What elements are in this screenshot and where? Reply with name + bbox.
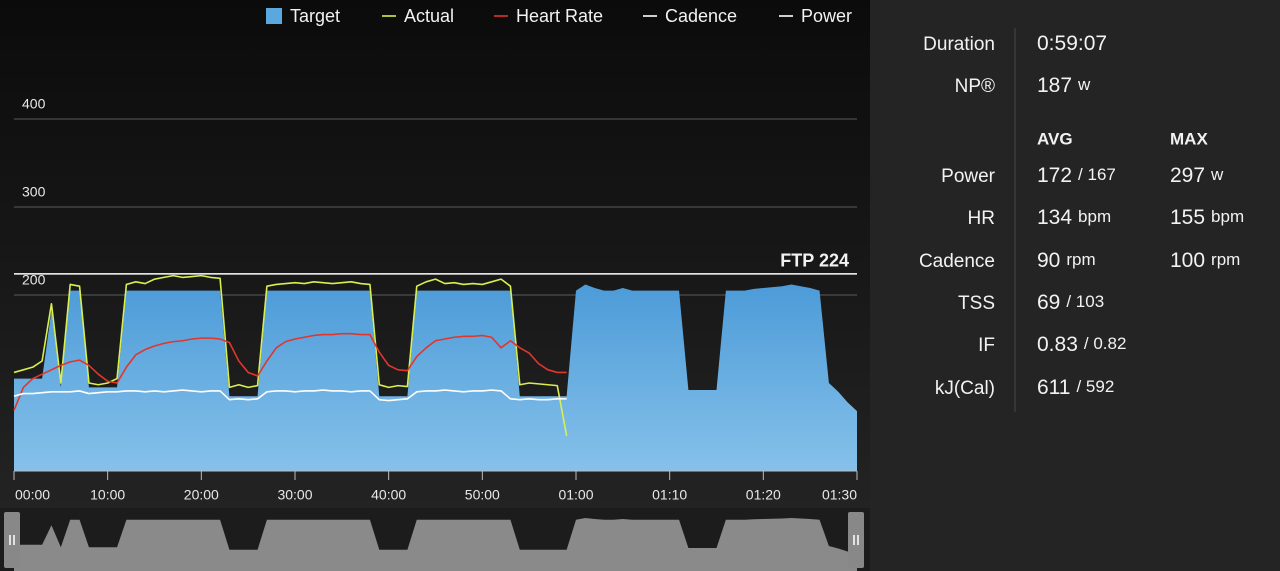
stat-number: 0:59:07 (1037, 32, 1107, 55)
y-tick-label: 400 (22, 96, 46, 112)
stat-value: 134 bpm (1037, 206, 1111, 229)
stat-value: 69 / 103 (1037, 291, 1104, 314)
stat-label: kJ(Cal) (935, 378, 995, 399)
stat-value: 155 bpm (1170, 206, 1244, 229)
handle-grips (9, 535, 859, 545)
x-tick-label: 01:00 (558, 487, 593, 503)
legend-label: Target (290, 6, 340, 26)
minimap-target (14, 518, 857, 571)
stat-label: IF (978, 335, 995, 356)
x-tick-label: 00:00 (15, 487, 50, 503)
stat-number: 155 (1170, 206, 1205, 229)
legend-label: Actual (404, 6, 454, 26)
ftp-label: FTP 224 (780, 251, 849, 271)
stat-label: Duration (923, 34, 995, 55)
series-line (13, 389, 567, 402)
stat-number: 172 (1037, 164, 1072, 187)
x-tick-label: 20:00 (184, 487, 219, 503)
stat-value: 100 rpm (1170, 249, 1240, 272)
x-tick-label: 30:00 (277, 487, 312, 503)
stats-panel (870, 0, 1280, 571)
range-handle-right[interactable] (848, 512, 864, 568)
column-header: MAX (1170, 129, 1208, 148)
stat-unit: rpm (1211, 250, 1240, 269)
stat-value: 187 w (1037, 74, 1091, 97)
stat-value: 611 / 592 (1037, 376, 1114, 399)
stat-unit: / 592 (1076, 377, 1114, 396)
stat-number: 134 (1037, 206, 1072, 229)
x-tick-label: 01:10 (652, 487, 687, 503)
stat-unit: / 103 (1066, 292, 1104, 311)
chart-panel (0, 0, 870, 571)
stat-label: NP® (955, 76, 995, 97)
legend-swatch (266, 8, 282, 24)
stat-number: 100 (1170, 249, 1205, 272)
legend-label: Power (801, 6, 852, 26)
legend-label: Cadence (665, 6, 737, 26)
stat-value: 0:59:07 (1037, 32, 1107, 55)
stat-number: 187 (1037, 74, 1072, 97)
legend-label: Heart Rate (516, 6, 603, 26)
x-tick-label: 50:00 (465, 487, 500, 503)
series-line (13, 332, 567, 411)
stat-number: 0.83 (1037, 333, 1078, 356)
stat-value: 172 / 167 (1037, 164, 1116, 187)
stat-unit: w (1077, 75, 1091, 94)
stat-number: 297 (1170, 164, 1205, 187)
stat-unit: rpm (1066, 250, 1095, 269)
stat-unit: / 0.82 (1084, 334, 1127, 353)
stat-value: 90 rpm (1037, 249, 1096, 272)
stat-number: 69 (1037, 291, 1060, 314)
x-tick-label: 40:00 (371, 487, 406, 503)
x-tick-label: 01:30 (822, 487, 857, 503)
stat-value: 297 w (1170, 164, 1224, 187)
stat-label: HR (968, 208, 995, 229)
stat-unit: w (1210, 165, 1224, 184)
stat-number: 90 (1037, 249, 1060, 272)
stat-unit: bpm (1211, 207, 1244, 226)
stat-unit: / 167 (1078, 165, 1116, 184)
series-line (13, 274, 568, 436)
column-header: AVG (1037, 129, 1073, 148)
target-area (14, 284, 857, 471)
stat-label: Cadence (919, 251, 995, 272)
range-handle-left[interactable] (4, 512, 20, 568)
stat-value: 0.83 / 0.82 (1037, 333, 1126, 356)
stat-label: Power (941, 166, 996, 187)
x-tick-label: 10:00 (90, 487, 125, 503)
y-tick-label: 200 (22, 272, 46, 288)
stats: Duration 0:59:07 NP® 187 w AVG MAX Power 172 / 16… (919, 32, 1244, 399)
y-tick-label: 300 (22, 184, 46, 200)
stat-number: 611 (1037, 376, 1070, 399)
x-tick-label: 01:20 (746, 487, 781, 503)
stat-label: TSS (958, 293, 995, 314)
stat-unit: bpm (1078, 207, 1111, 226)
plot: 200 300 400 FTP 224 00:00 10:00 20:00 30:00 40:0… (13, 6, 858, 571)
